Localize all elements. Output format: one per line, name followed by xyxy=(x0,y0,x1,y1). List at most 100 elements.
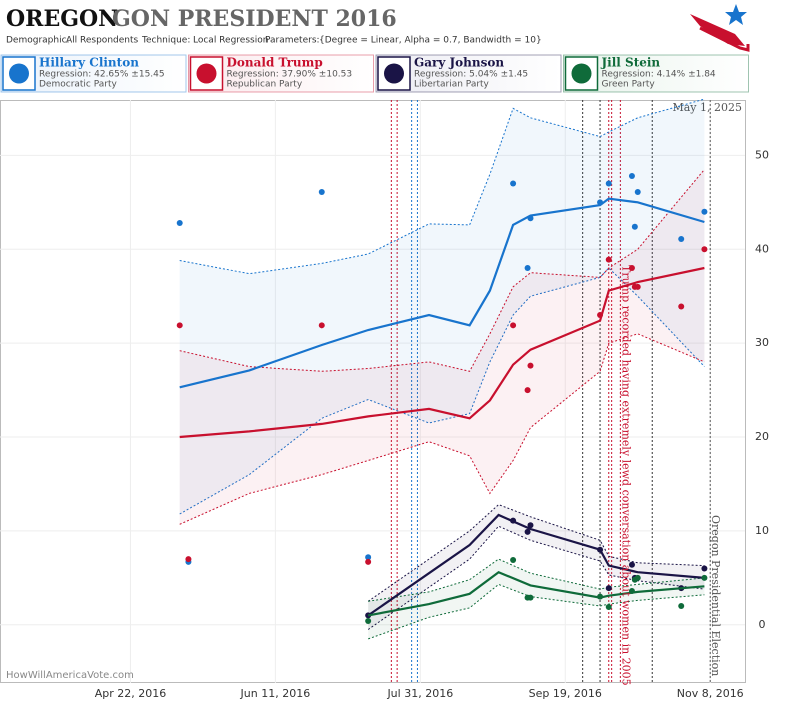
title-rest: GON PRESIDENT 2016 xyxy=(112,6,397,32)
poll-dot xyxy=(176,219,183,226)
technique: Local Regression xyxy=(193,36,268,46)
poll-dot xyxy=(524,528,531,535)
band-edge xyxy=(179,169,705,372)
poll-dot xyxy=(628,265,635,272)
legend-icon-mark xyxy=(571,63,592,84)
poll-dot xyxy=(527,215,534,222)
event-label: Trump recorded having extremely lewd con… xyxy=(619,265,632,686)
poll-dot xyxy=(524,265,531,272)
poll-dot xyxy=(527,362,534,369)
poll-dot xyxy=(527,594,534,601)
poll-dot xyxy=(318,322,325,329)
technique-label: Technique: xyxy=(141,36,190,46)
poll-dot xyxy=(701,246,708,253)
legend-icon xyxy=(564,56,599,91)
demographic-label: Demographic: xyxy=(6,36,70,46)
poll-dot xyxy=(678,603,685,610)
x-tick-label: Jun 11, 2016 xyxy=(240,687,311,700)
band-edge xyxy=(179,98,705,275)
poll-dot xyxy=(597,311,604,318)
y-tick-label: 0 xyxy=(759,618,766,631)
poll-dot xyxy=(605,180,612,187)
trend-line xyxy=(179,197,705,389)
poll-dot xyxy=(628,173,635,180)
legend-regression: Regression: 5.04% ±1.45 xyxy=(414,70,528,80)
x-tick-label: Apr 22, 2016 xyxy=(95,687,167,700)
band-edge xyxy=(179,333,705,525)
poll-dot xyxy=(527,522,534,529)
logo xyxy=(690,4,750,52)
date-stamp: May 1, 2025 xyxy=(672,101,742,114)
title-main: OREGON xyxy=(6,6,118,32)
confidence-band xyxy=(368,559,705,639)
y-tick-label: 50 xyxy=(755,148,769,161)
trend-line xyxy=(367,570,705,617)
legend-regression: Regression: 42.65% ±15.45 xyxy=(39,70,165,80)
band-edge xyxy=(179,267,705,515)
poll-dot xyxy=(605,603,612,610)
poll-dot xyxy=(628,587,635,594)
legend-icon-mark xyxy=(384,63,404,84)
poll-dot xyxy=(365,554,372,561)
poll-dot xyxy=(185,556,192,563)
y-tick-label: 30 xyxy=(755,336,769,349)
x-tick-label: Nov 8, 2016 xyxy=(677,687,744,700)
legend-regression: Regression: 37.90% ±10.53 xyxy=(227,70,353,80)
poll-dot xyxy=(510,517,517,524)
legend-name: Hillary Clinton xyxy=(39,56,139,70)
poll-dot xyxy=(631,223,638,230)
poll-dot xyxy=(597,199,604,206)
parameters: {Degree = Linear, Alpha = 0.7, Bandwidth… xyxy=(319,36,542,46)
confidence-band xyxy=(179,99,705,514)
poll-dot xyxy=(634,283,641,290)
poll-dot xyxy=(365,612,372,619)
poll-dot xyxy=(634,189,641,196)
x-tick-label: Jul 31, 2016 xyxy=(386,687,453,700)
poll-dot xyxy=(701,208,708,215)
y-tick-label: 40 xyxy=(755,242,769,255)
event-label: Oregon Presidential Election xyxy=(709,515,722,676)
poll-dot xyxy=(365,618,372,625)
poll-dot xyxy=(510,180,517,187)
watermark: HowWillAmericaVote.com xyxy=(6,670,134,681)
poll-dot xyxy=(628,561,635,568)
legend-party: Green Party xyxy=(602,80,656,90)
poll-dot xyxy=(510,322,517,329)
band-edge xyxy=(367,504,705,602)
poll-dot xyxy=(605,256,612,263)
poll-dot xyxy=(365,558,372,565)
poll-dot xyxy=(701,565,708,572)
legend-party: Democratic Party xyxy=(39,80,118,90)
poll-dot xyxy=(701,574,708,581)
poll-dot xyxy=(605,585,612,592)
legend-icon-mark xyxy=(9,63,29,84)
demographic: All Respondents xyxy=(66,36,139,46)
plot-frame xyxy=(0,100,746,683)
x-tick-label: Sep 19, 2016 xyxy=(529,687,602,700)
legend-name: Jill Stein xyxy=(601,56,661,70)
legend-name: Gary Johnson xyxy=(414,56,504,70)
parameters-label: Parameters: xyxy=(265,36,320,46)
poll-dot xyxy=(318,189,325,196)
legend-icon-mark xyxy=(196,63,217,84)
poll-dot xyxy=(678,235,685,242)
confidence-band xyxy=(179,169,705,525)
poll-dot xyxy=(597,546,604,553)
legend-name: Donald Trump xyxy=(227,56,323,70)
legend-party: Libertarian Party xyxy=(414,80,490,90)
poll-dot xyxy=(510,557,517,564)
y-tick-label: 10 xyxy=(755,524,769,537)
legend-regression: Regression: 4.14% ±1.84 xyxy=(602,70,716,80)
y-tick-label: 20 xyxy=(755,430,769,443)
poll-dot xyxy=(176,322,183,329)
poll-dot xyxy=(524,387,531,394)
trend-line xyxy=(367,513,705,617)
legend-party: Republican Party xyxy=(227,80,303,90)
poll-dot xyxy=(597,593,604,600)
